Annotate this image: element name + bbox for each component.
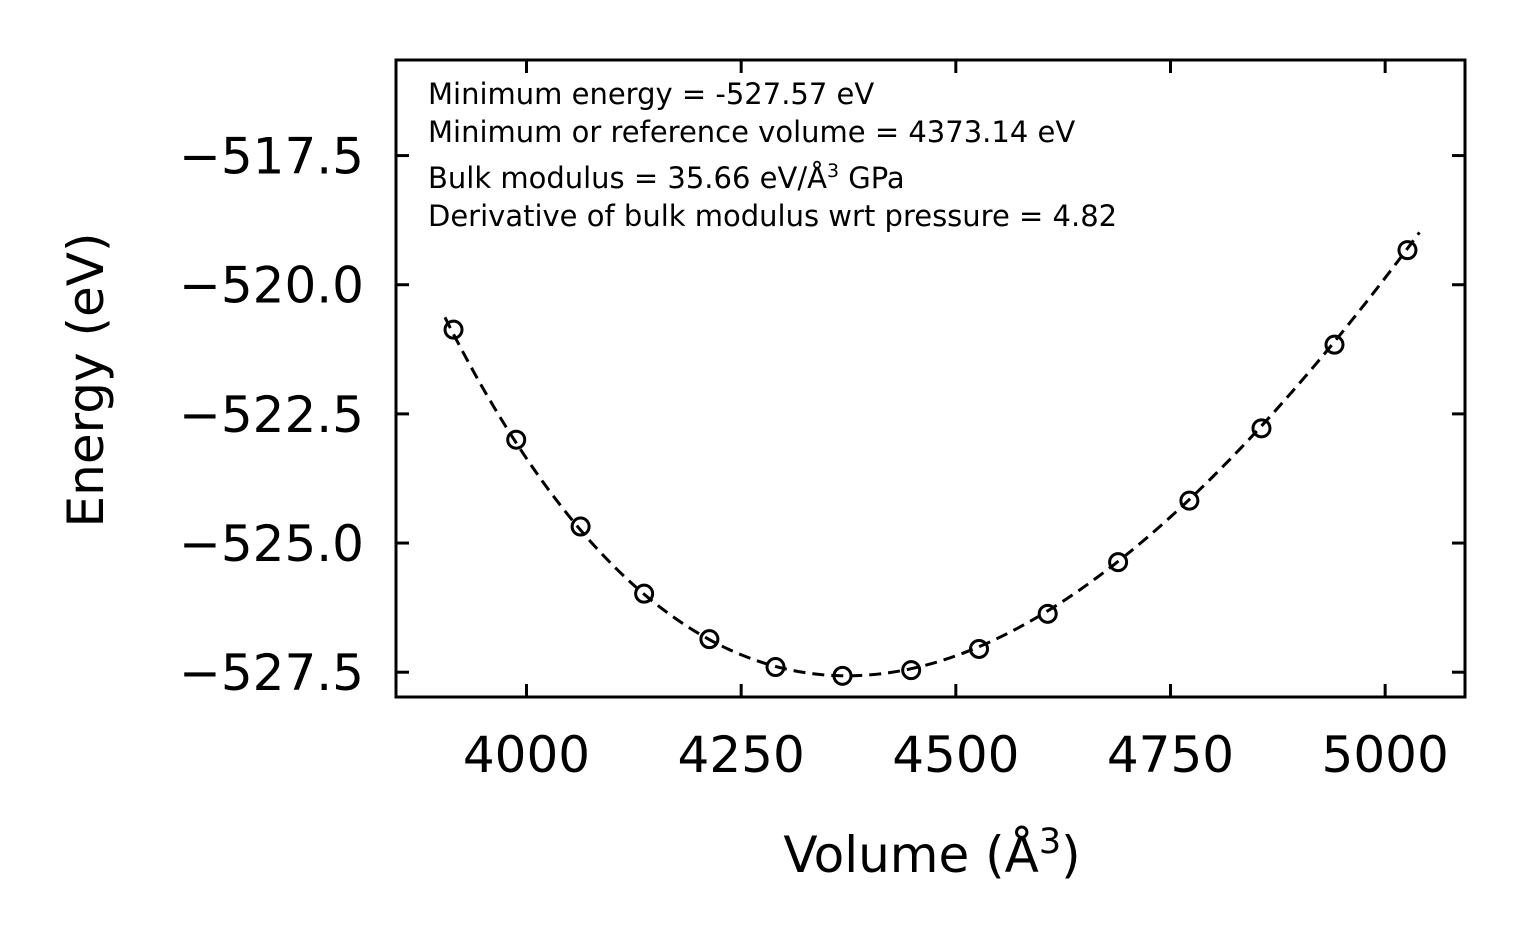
y-tick-label: −517.5 (179, 128, 364, 186)
annotation-bulk-modulus: Bulk modulus = 35.66 eV/Å3 GPa (428, 160, 905, 195)
data-point (1037, 603, 1058, 624)
x-axis: 4000 4250 4500 4750 5000 (463, 60, 1449, 784)
x-axis-title: Volume (Å3) (783, 822, 1080, 884)
annotation-bulk-derivative: Derivative of bulk modulus wrt pressure … (428, 199, 1117, 233)
annotation-bulk-modulus-text: Bulk modulus = 35.66 eV/Å (428, 161, 827, 195)
data-point (1324, 334, 1345, 355)
plot-frame (394, 58, 1467, 699)
y-tick-label: −527.5 (179, 644, 364, 702)
y-tick-label: −522.5 (179, 386, 364, 444)
data-point (506, 429, 527, 450)
x-tick-label: 5000 (1322, 726, 1449, 784)
data-point (765, 657, 786, 678)
data-point (1397, 240, 1418, 261)
data-points (443, 240, 1418, 686)
data-point (901, 660, 922, 681)
y-tick-label: −525.0 (179, 515, 364, 573)
data-point (634, 583, 655, 604)
data-point (699, 629, 720, 650)
data-point (1251, 418, 1272, 439)
x-axis-title-end: ) (1061, 826, 1081, 884)
annotation-bulk-modulus-sup: 3 (827, 160, 839, 182)
data-point (832, 665, 853, 686)
annotation-min-volume: Minimum or reference volume = 4373.14 eV (428, 115, 1075, 149)
annotation-bulk-modulus-unit: GPa (839, 161, 905, 195)
data-point (969, 638, 990, 659)
x-axis-title-sup: 3 (1039, 822, 1061, 862)
y-axis-title: Energy (eV) (57, 233, 115, 528)
x-tick-label: 4500 (892, 726, 1019, 784)
y-axis: −517.5 −520.0 −522.5 −525.0 −527.5 (179, 128, 1465, 702)
data-point (1179, 490, 1200, 511)
y-tick-label: −520.0 (179, 257, 364, 315)
x-tick-label: 4750 (1107, 726, 1234, 784)
fit-curve (443, 231, 1421, 678)
data-point (443, 319, 464, 340)
annotation-min-energy: Minimum energy = -527.57 eV (428, 77, 874, 111)
data-point (570, 516, 591, 537)
x-tick-label: 4000 (463, 726, 590, 784)
x-tick-label: 4250 (678, 726, 805, 784)
data-point (1108, 552, 1129, 573)
x-axis-title-text: Volume (Å (783, 826, 1039, 884)
